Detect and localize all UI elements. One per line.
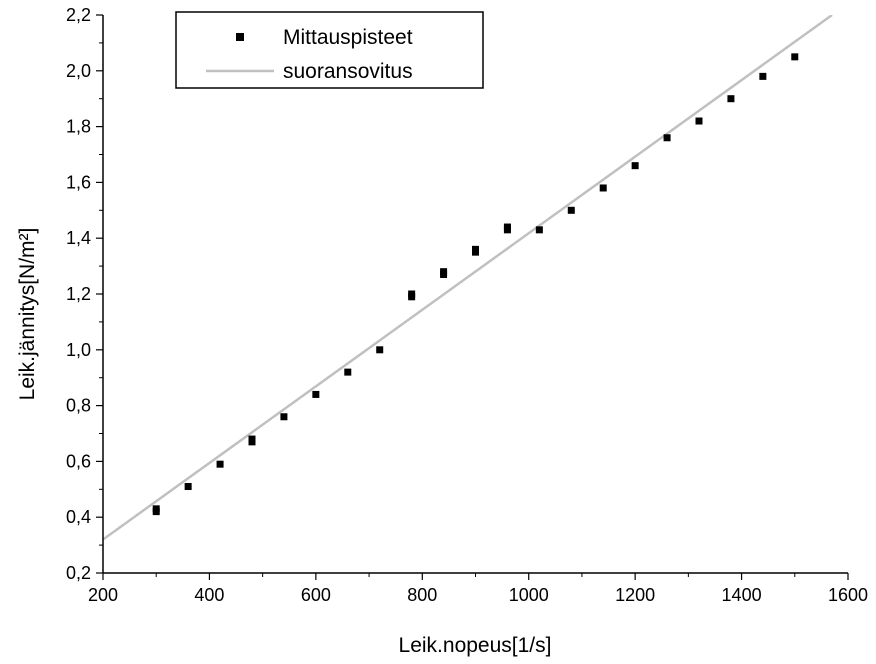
data-point — [567, 206, 575, 214]
x-tick-label: 1600 — [828, 585, 868, 605]
data-point — [503, 223, 511, 231]
fit-line-layer — [103, 15, 833, 541]
data-point — [695, 117, 703, 125]
y-tick-label: 0,8 — [66, 396, 91, 416]
y-axis-title: Leik.jännitys[N/m²] — [16, 228, 39, 401]
data-point — [184, 483, 192, 491]
y-tick-label: 2,2 — [66, 5, 91, 25]
legend-label-suoransovitus: suoransovitus — [283, 60, 413, 83]
x-tick-label: 200 — [88, 585, 118, 605]
legend-label-mittauspisteet: Mittauspisteet — [283, 26, 413, 49]
y-tick-label: 1,6 — [66, 172, 91, 192]
y-tick-label: 0,6 — [66, 451, 91, 471]
data-point — [248, 435, 256, 443]
data-point — [759, 72, 767, 80]
y-tick-label: 0,4 — [66, 507, 91, 527]
plot-area — [103, 15, 833, 541]
data-point — [408, 290, 416, 298]
data-point — [727, 95, 735, 103]
x-tick-label: 400 — [194, 585, 224, 605]
data-point — [599, 184, 607, 192]
data-point — [440, 268, 448, 276]
fit-line — [103, 15, 833, 541]
data-points-layer — [152, 53, 799, 516]
x-tick-label: 1200 — [615, 585, 655, 605]
y-tick-label: 2,0 — [66, 61, 91, 81]
legend-marker-mittauspisteet — [236, 33, 244, 41]
data-point — [535, 226, 543, 234]
data-point — [472, 245, 479, 253]
y-tick-label: 1,8 — [66, 117, 91, 137]
data-point — [312, 390, 320, 398]
x-tick-label: 800 — [407, 585, 437, 605]
data-point — [376, 346, 384, 354]
y-tick-label: 1,0 — [66, 340, 91, 360]
legend-box — [175, 11, 484, 89]
y-tick-label: 1,2 — [66, 284, 91, 304]
x-axis-title: Leik.nopeus[1/s] — [399, 634, 552, 657]
y-tick-label: 0,2 — [66, 563, 91, 583]
data-point — [344, 368, 352, 376]
data-point — [631, 162, 639, 170]
x-tick-label: 1400 — [722, 585, 762, 605]
legend: Mittauspisteet suoransovitus — [175, 11, 484, 89]
data-point — [152, 505, 160, 513]
y-tick-label: 1,4 — [66, 228, 91, 248]
x-tick-label: 600 — [301, 585, 331, 605]
data-point — [216, 460, 224, 468]
ticks: 200 400 600 800 1000 1200 1400 1600 0,2 0,4 0,6 0,8… — [66, 5, 868, 605]
data-point — [663, 134, 671, 142]
axes — [102, 15, 848, 574]
data-point — [791, 53, 799, 61]
x-tick-label: 1000 — [509, 585, 549, 605]
data-point — [280, 413, 288, 421]
